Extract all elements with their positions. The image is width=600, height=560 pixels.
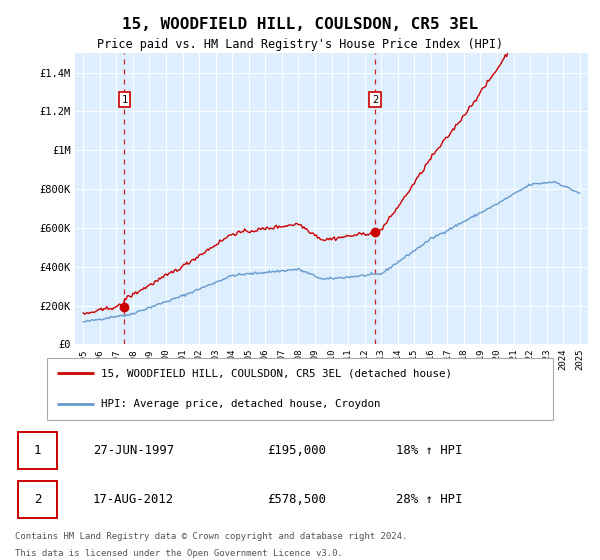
Text: 2: 2 xyxy=(372,95,378,105)
Text: 15, WOODFIELD HILL, COULSDON, CR5 3EL: 15, WOODFIELD HILL, COULSDON, CR5 3EL xyxy=(122,17,478,32)
FancyBboxPatch shape xyxy=(18,481,57,518)
Text: Price paid vs. HM Land Registry's House Price Index (HPI): Price paid vs. HM Land Registry's House … xyxy=(97,38,503,52)
Text: £578,500: £578,500 xyxy=(267,493,326,506)
Text: 28% ↑ HPI: 28% ↑ HPI xyxy=(396,493,463,506)
Text: 15, WOODFIELD HILL, COULSDON, CR5 3EL (detached house): 15, WOODFIELD HILL, COULSDON, CR5 3EL (d… xyxy=(101,368,452,378)
Text: HPI: Average price, detached house, Croydon: HPI: Average price, detached house, Croy… xyxy=(101,399,381,409)
Text: 17-AUG-2012: 17-AUG-2012 xyxy=(93,493,174,506)
Text: 1: 1 xyxy=(121,95,128,105)
Text: 2: 2 xyxy=(34,493,41,506)
Text: 1: 1 xyxy=(34,444,41,458)
FancyBboxPatch shape xyxy=(18,432,57,469)
Text: Contains HM Land Registry data © Crown copyright and database right 2024.: Contains HM Land Registry data © Crown c… xyxy=(15,532,407,541)
Text: £195,000: £195,000 xyxy=(267,444,326,458)
Text: This data is licensed under the Open Government Licence v3.0.: This data is licensed under the Open Gov… xyxy=(15,549,343,558)
Text: 18% ↑ HPI: 18% ↑ HPI xyxy=(396,444,463,458)
Text: 27-JUN-1997: 27-JUN-1997 xyxy=(93,444,174,458)
FancyBboxPatch shape xyxy=(47,358,553,420)
